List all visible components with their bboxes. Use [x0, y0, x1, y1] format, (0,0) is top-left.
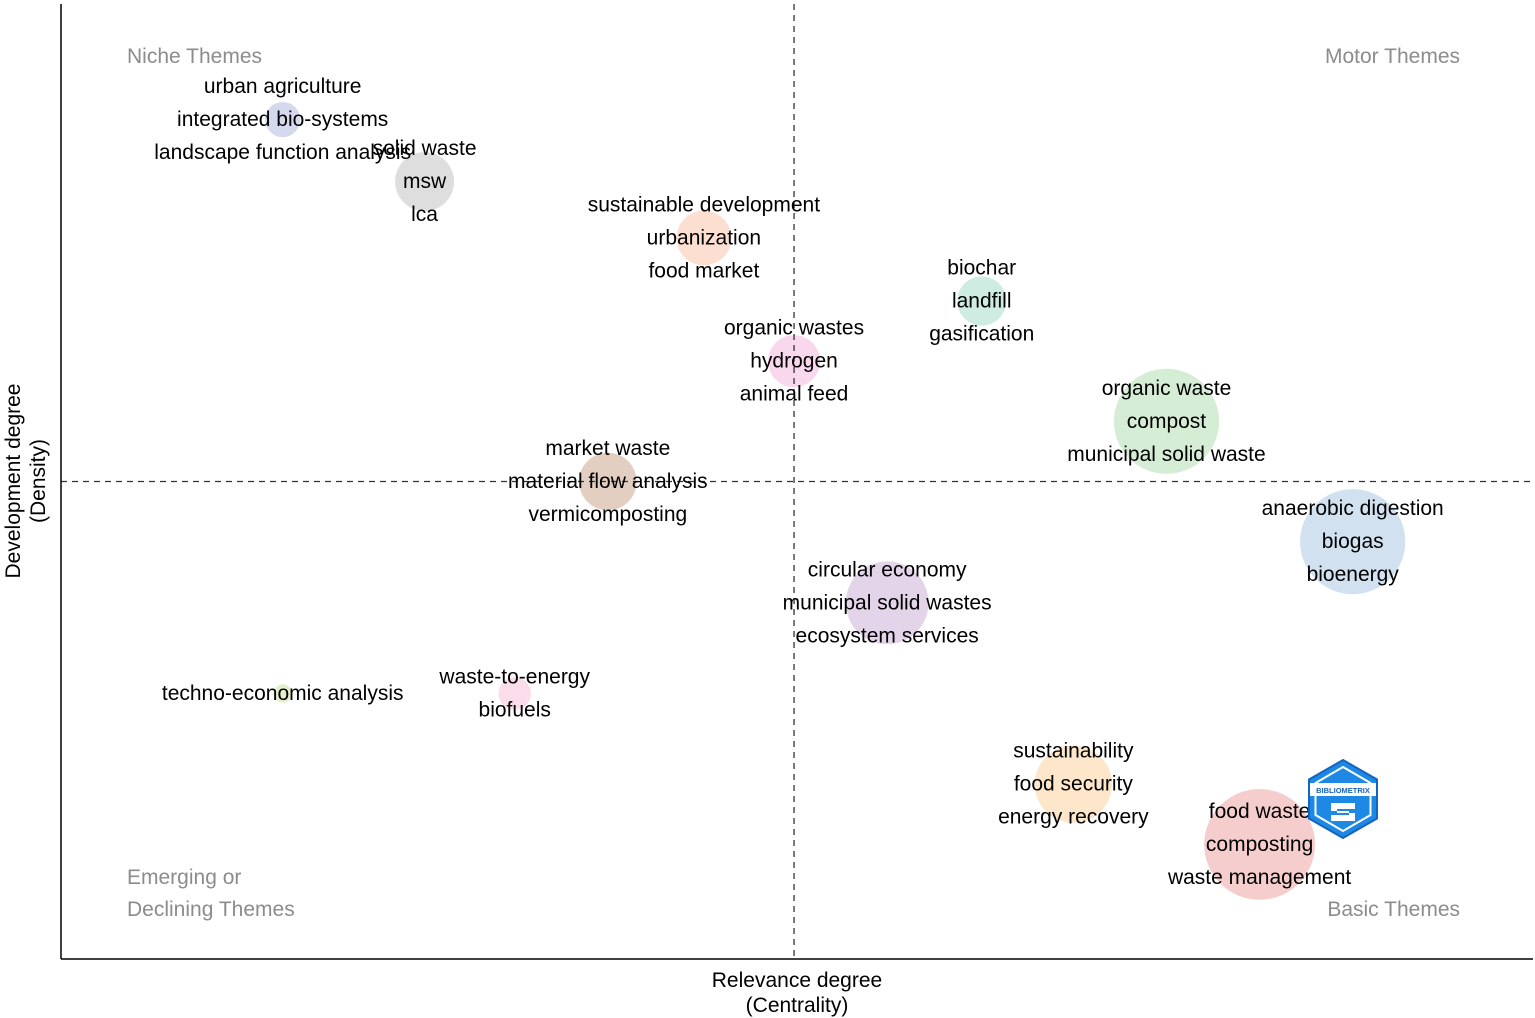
- cluster-label: organic wastes: [724, 317, 864, 340]
- y-axis-title-line2: (Density): [27, 439, 50, 523]
- cluster-label: landfill: [952, 290, 1012, 313]
- cluster-bubble: [957, 276, 1007, 326]
- cluster-label: gasification: [929, 323, 1034, 346]
- cluster-bubble: [498, 677, 531, 710]
- cluster-label: sustainable development: [588, 193, 820, 216]
- cluster-label: material flow analysis: [508, 470, 708, 493]
- bubbles-layer: [265, 101, 1406, 900]
- cluster-bubble: [1204, 789, 1315, 900]
- cluster-label: urbanization: [647, 226, 761, 249]
- cluster-label: ecosystem services: [796, 624, 979, 647]
- cluster-label: biochar: [947, 257, 1016, 280]
- cluster-label: circular economy: [808, 558, 967, 581]
- cluster-label: waste-to-energy: [438, 666, 590, 689]
- logo-hexagon: [1308, 758, 1378, 840]
- cluster-label: municipal solid waste: [1067, 443, 1265, 466]
- cluster-label: techno-economic analysis: [162, 682, 404, 705]
- cluster-bubble: [265, 101, 301, 138]
- quadrant-label-basic: Basic Themes: [1327, 898, 1460, 921]
- quadrant-label-emerging-line2: Declining Themes: [127, 898, 295, 921]
- cluster-label: solid waste: [373, 137, 477, 160]
- logo-mark: [1331, 803, 1355, 821]
- bibliometrix-logo: BIBLIOMETRIX: [1308, 758, 1378, 840]
- cluster-bubble: [676, 210, 732, 266]
- y-axis-title-line1: Development degree: [2, 384, 25, 579]
- cluster-label: biofuels: [479, 699, 551, 722]
- cluster-label: sustainability: [1013, 740, 1134, 763]
- cluster-label: urban agriculture: [204, 75, 362, 98]
- cluster-label: lca: [411, 203, 438, 226]
- cluster-label: municipal solid wastes: [783, 591, 992, 614]
- reference-lines: [61, 4, 1533, 959]
- cluster-label: compost: [1127, 410, 1207, 433]
- cluster-bubble: [273, 684, 292, 703]
- cluster-label: composting: [1206, 833, 1313, 856]
- cluster-label: anaerobic digestion: [1262, 497, 1444, 520]
- quadrant-labels: Niche Themes Motor Themes Emerging or De…: [127, 45, 1460, 921]
- cluster-label: biogas: [1322, 530, 1384, 553]
- theme-labels-layer: urban agriculture integrated bio-systems l…: [154, 75, 1444, 889]
- cluster-label: animal feed: [740, 383, 849, 406]
- cluster-label: food market: [648, 259, 759, 282]
- cluster-bubble: [1300, 489, 1406, 595]
- logo-banner: [1310, 783, 1376, 796]
- x-axis-title-line1: Relevance degree: [712, 969, 882, 992]
- cluster-bubble: [395, 152, 455, 212]
- quadrant-label-motor: Motor Themes: [1325, 45, 1460, 68]
- quadrant-label-niche: Niche Themes: [127, 45, 262, 68]
- cluster-label: organic waste: [1102, 377, 1232, 400]
- cluster-bubble: [579, 452, 637, 511]
- axis-titles: Relevance degree (Centrality) Developmen…: [2, 384, 882, 1017]
- cluster-label: msw: [403, 170, 447, 193]
- cluster-bubble: [1034, 745, 1112, 823]
- cluster-label: landscape function analysis: [154, 141, 411, 164]
- cluster-label: market waste: [545, 437, 670, 460]
- cluster-label: vermicomposting: [528, 503, 687, 526]
- cluster-label: bioenergy: [1307, 563, 1400, 586]
- cluster-label: waste management: [1167, 866, 1351, 889]
- cluster-label: energy recovery: [998, 806, 1149, 829]
- cluster-label: integrated bio-systems: [177, 108, 388, 131]
- cluster-bubble: [1113, 368, 1220, 474]
- quadrant-label-emerging-line1: Emerging or: [127, 866, 241, 889]
- cluster-label: food security: [1014, 773, 1134, 796]
- cluster-label: hydrogen: [750, 350, 838, 373]
- cluster-bubble: [845, 561, 929, 645]
- cluster-label: food waste: [1209, 800, 1311, 823]
- x-axis-title-line2: (Centrality): [746, 994, 849, 1017]
- axes: [60, 4, 1533, 960]
- logo-text: BIBLIOMETRIX: [1316, 786, 1370, 795]
